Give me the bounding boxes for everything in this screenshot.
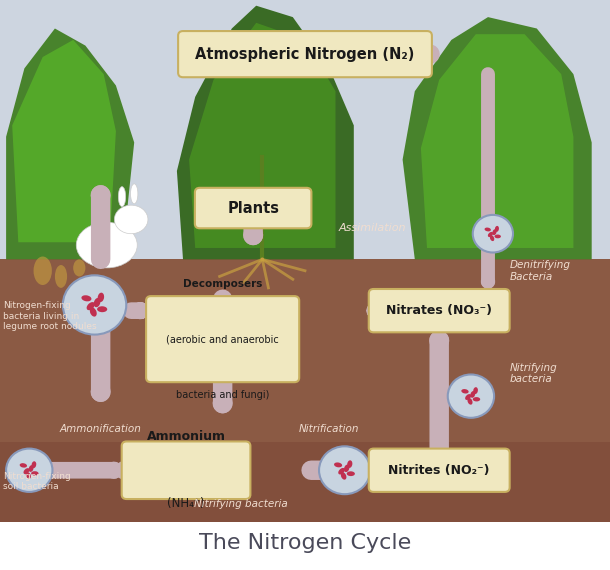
Text: bacteria and fungi): bacteria and fungi) xyxy=(176,390,270,400)
FancyBboxPatch shape xyxy=(121,441,250,499)
Ellipse shape xyxy=(201,321,206,328)
Ellipse shape xyxy=(495,226,499,232)
Circle shape xyxy=(473,215,513,253)
Bar xyxy=(0,0,610,259)
Ellipse shape xyxy=(473,387,478,394)
Text: Nitrogen-fixing
soil bacteria: Nitrogen-fixing soil bacteria xyxy=(3,472,71,491)
Ellipse shape xyxy=(32,461,36,468)
Text: Nitrogen-fixing
bacteria living in
legume root nodules: Nitrogen-fixing bacteria living in legum… xyxy=(3,302,96,331)
Polygon shape xyxy=(403,17,592,259)
Ellipse shape xyxy=(87,302,95,310)
Ellipse shape xyxy=(341,473,346,480)
Polygon shape xyxy=(177,6,354,259)
Text: Nitrates (NO₃⁻): Nitrates (NO₃⁻) xyxy=(386,304,492,317)
Ellipse shape xyxy=(198,329,203,336)
Ellipse shape xyxy=(34,256,52,285)
Ellipse shape xyxy=(195,324,201,331)
FancyBboxPatch shape xyxy=(368,289,509,332)
Polygon shape xyxy=(189,23,336,248)
Ellipse shape xyxy=(204,317,209,324)
Ellipse shape xyxy=(461,389,468,393)
Text: Ammonium: Ammonium xyxy=(146,430,226,443)
Ellipse shape xyxy=(467,398,473,405)
Bar xyxy=(0,259,610,522)
Text: Ammonification: Ammonification xyxy=(60,424,142,434)
Text: Nitrifying bacteria: Nitrifying bacteria xyxy=(194,499,288,509)
Ellipse shape xyxy=(492,229,497,235)
Text: Nitrifying
bacteria: Nitrifying bacteria xyxy=(509,363,557,384)
Ellipse shape xyxy=(131,184,138,203)
Circle shape xyxy=(176,303,227,351)
Ellipse shape xyxy=(73,259,85,276)
Ellipse shape xyxy=(98,292,104,302)
Ellipse shape xyxy=(495,234,501,238)
Ellipse shape xyxy=(465,394,471,400)
Text: (aerobic and anaerobic: (aerobic and anaerobic xyxy=(167,334,279,344)
Ellipse shape xyxy=(31,471,38,475)
Ellipse shape xyxy=(203,328,212,332)
Text: Denitrifying
Bacteria: Denitrifying Bacteria xyxy=(509,260,570,282)
Ellipse shape xyxy=(490,235,494,241)
FancyBboxPatch shape xyxy=(195,188,311,228)
Ellipse shape xyxy=(334,462,342,467)
Text: Nitrification: Nitrification xyxy=(299,424,359,434)
Ellipse shape xyxy=(473,397,480,401)
Text: Decomposers: Decomposers xyxy=(183,279,262,288)
Bar xyxy=(0,442,610,522)
Ellipse shape xyxy=(29,465,34,472)
Ellipse shape xyxy=(24,468,29,474)
Text: Nitrites (NO₂⁻): Nitrites (NO₂⁻) xyxy=(389,464,490,477)
Ellipse shape xyxy=(20,463,27,467)
Text: Plants: Plants xyxy=(227,201,279,215)
Ellipse shape xyxy=(484,227,491,231)
Polygon shape xyxy=(421,34,573,248)
FancyBboxPatch shape xyxy=(368,449,509,492)
Ellipse shape xyxy=(488,232,493,237)
Ellipse shape xyxy=(76,222,137,268)
Ellipse shape xyxy=(346,471,355,476)
Ellipse shape xyxy=(191,319,199,324)
Ellipse shape xyxy=(115,205,148,234)
Circle shape xyxy=(319,446,370,494)
Text: Atmospheric Nitrogen (N₂): Atmospheric Nitrogen (N₂) xyxy=(195,47,415,62)
Text: (NH₄⁺): (NH₄⁺) xyxy=(167,497,205,510)
Ellipse shape xyxy=(90,307,97,316)
Text: The Nitrogen Cycle: The Nitrogen Cycle xyxy=(199,533,411,553)
Ellipse shape xyxy=(97,306,107,312)
Ellipse shape xyxy=(470,391,475,398)
Ellipse shape xyxy=(118,186,126,206)
Circle shape xyxy=(6,449,52,492)
Polygon shape xyxy=(12,40,116,242)
Ellipse shape xyxy=(344,465,350,472)
FancyBboxPatch shape xyxy=(146,296,299,382)
Ellipse shape xyxy=(347,461,353,468)
Ellipse shape xyxy=(81,295,92,302)
Polygon shape xyxy=(6,28,134,259)
Ellipse shape xyxy=(339,468,345,474)
Circle shape xyxy=(63,275,126,335)
Ellipse shape xyxy=(94,298,101,307)
Text: Assimilation: Assimilation xyxy=(339,223,406,233)
FancyBboxPatch shape xyxy=(178,31,432,77)
Ellipse shape xyxy=(26,472,31,479)
Circle shape xyxy=(448,374,494,418)
Ellipse shape xyxy=(55,265,67,288)
